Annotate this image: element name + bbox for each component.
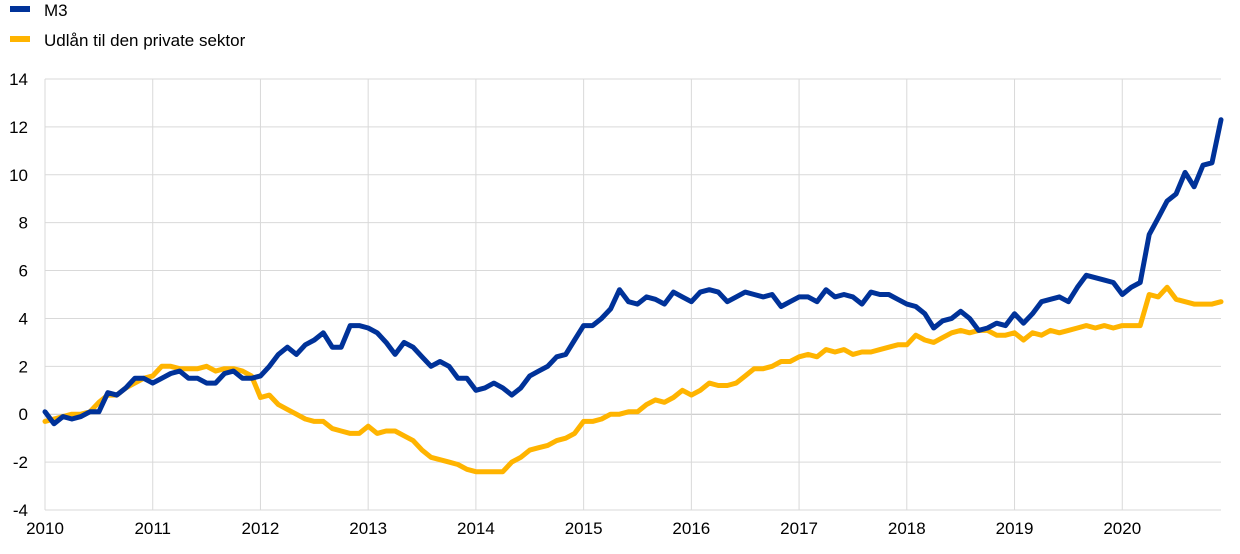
legend-item-m3: M3: [10, 1, 68, 20]
y-tick-label: 10: [9, 166, 28, 185]
y-tick-label: -4: [13, 501, 28, 520]
grid: [44, 78, 1221, 511]
x-tick-label: 2017: [780, 519, 818, 538]
legend-label-m3: M3: [44, 1, 68, 20]
x-tick-label: 2018: [888, 519, 926, 538]
x-tick-label: 2010: [26, 519, 64, 538]
y-tick-label: 12: [9, 118, 28, 137]
x-axis: 2010 2011 2012 2013 2014 2015 2016 2017 2018 2019…: [26, 519, 1141, 538]
private-sector-loans-line: [42, 284, 1224, 475]
y-tick-label: 2: [19, 357, 28, 376]
x-tick-label: 2016: [672, 519, 710, 538]
y-axis: -4 -2 0 2 4 6 8 10 12 14: [9, 70, 28, 520]
m3-line: [42, 117, 1224, 427]
x-tick-label: 2015: [565, 519, 603, 538]
x-tick-label: 2012: [242, 519, 280, 538]
x-tick-label: 2013: [349, 519, 387, 538]
x-tick-label: 2011: [134, 519, 171, 538]
x-tick-label: 2020: [1103, 519, 1141, 538]
legend-item-private-sector-loans: Udlån til den private sektor: [10, 31, 246, 50]
series-lines: [42, 117, 1224, 475]
x-tick-label: 2019: [996, 519, 1034, 538]
y-tick-label: 8: [19, 214, 28, 233]
y-tick-label: 4: [19, 309, 28, 328]
legend: M3 Udlån til den private sektor: [10, 1, 246, 50]
y-tick-label: 0: [19, 405, 28, 424]
legend-swatch-m3: [10, 6, 30, 12]
y-tick-label: -2: [13, 453, 28, 472]
y-tick-label: 6: [19, 262, 28, 281]
legend-label-private-sector-loans: Udlån til den private sektor: [44, 31, 246, 50]
y-tick-label: 14: [9, 70, 28, 89]
x-tick-label: 2014: [457, 519, 495, 538]
legend-swatch-private-sector-loans: [10, 36, 30, 42]
